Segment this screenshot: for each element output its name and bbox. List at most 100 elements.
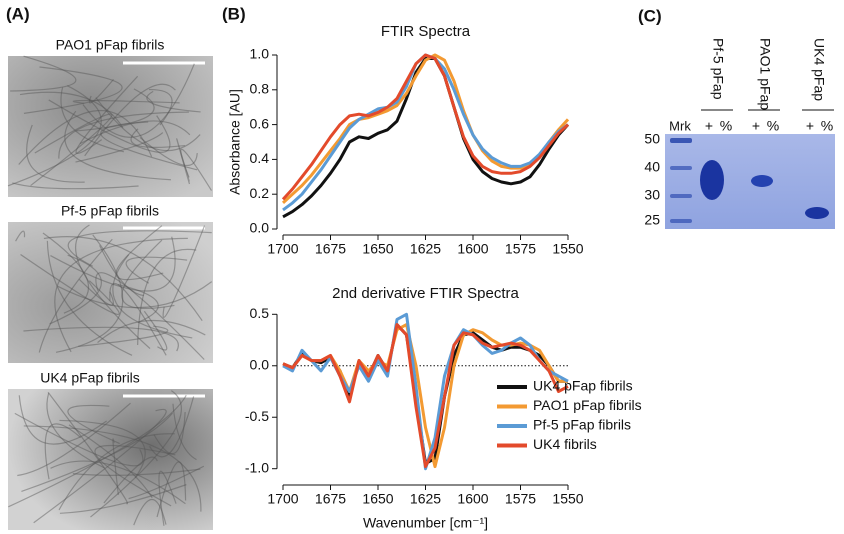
fibril bbox=[50, 236, 176, 292]
fibril bbox=[47, 391, 128, 505]
fibril bbox=[59, 484, 187, 514]
x-tick-label: 1575 bbox=[505, 491, 536, 507]
fibril bbox=[54, 237, 188, 353]
x-tick-label: 1550 bbox=[552, 241, 583, 257]
fibril bbox=[95, 272, 205, 360]
fibril bbox=[50, 460, 186, 505]
fibril bbox=[99, 245, 144, 297]
fibril bbox=[139, 136, 198, 167]
fibrils bbox=[7, 55, 213, 526]
x-tick-label: 1625 bbox=[410, 241, 441, 257]
fibril bbox=[176, 138, 191, 185]
fibril bbox=[97, 319, 206, 344]
fibril bbox=[43, 236, 203, 322]
fibril bbox=[18, 395, 107, 445]
ladder-label: 40 bbox=[644, 159, 660, 175]
series-line bbox=[281, 53, 570, 205]
x-tick-label: 1600 bbox=[457, 491, 488, 507]
fibril bbox=[30, 113, 113, 187]
fibril bbox=[67, 230, 212, 267]
fibril bbox=[146, 90, 201, 113]
fibril bbox=[60, 87, 125, 153]
image-caption: PAO1 pFap fibrils bbox=[56, 37, 165, 53]
y-tick-label: 0.5 bbox=[250, 305, 270, 321]
fibril bbox=[94, 444, 176, 507]
y-tick-label: 0.6 bbox=[250, 115, 270, 131]
legend-label: UK4 fibrils bbox=[533, 436, 597, 452]
legend-label: PAO1 pFap fibrils bbox=[533, 397, 642, 413]
series-line bbox=[281, 53, 570, 201]
fibril bbox=[68, 424, 153, 499]
fibril bbox=[133, 498, 167, 526]
x-tick-label: 1675 bbox=[315, 241, 346, 257]
fibril bbox=[128, 465, 205, 500]
charts: FTIR Spectra 0.0 0.2 0.4 0.6 0.8 1.0 1700 1675 16… bbox=[227, 23, 642, 531]
fibril bbox=[10, 55, 77, 92]
fibril bbox=[112, 438, 119, 495]
fibril bbox=[20, 253, 120, 315]
fibril bbox=[117, 283, 159, 323]
fibril bbox=[158, 470, 177, 526]
fibril bbox=[18, 109, 153, 165]
fibril bbox=[172, 403, 197, 461]
fibril bbox=[143, 310, 168, 351]
fibril bbox=[15, 230, 26, 242]
fibril bbox=[125, 256, 188, 284]
fibril bbox=[90, 390, 182, 518]
y-axis-label: Absorbance [AU] bbox=[227, 89, 243, 195]
fibril bbox=[42, 232, 90, 314]
x-tick-label: 1600 bbox=[457, 241, 488, 257]
fibril bbox=[78, 325, 169, 348]
image-caption: UK4 pFap fibrils bbox=[40, 370, 140, 386]
ladder-label: 30 bbox=[644, 187, 660, 203]
y-tick-label: -1.0 bbox=[245, 459, 269, 475]
y-tick-label: 0.0 bbox=[250, 220, 270, 236]
fibril bbox=[14, 412, 144, 467]
chart-title: FTIR Spectra bbox=[381, 23, 471, 40]
y-tick-label: 0.2 bbox=[250, 185, 270, 201]
x-tick-label: 1650 bbox=[362, 241, 393, 257]
fibril bbox=[79, 120, 191, 145]
fibril bbox=[78, 278, 114, 306]
fibril bbox=[115, 225, 164, 281]
fibril bbox=[64, 110, 171, 181]
fibril bbox=[58, 433, 175, 511]
series-line bbox=[282, 53, 569, 212]
micrograph bbox=[8, 389, 213, 530]
fibril bbox=[121, 239, 175, 309]
fibril bbox=[58, 111, 189, 159]
gel-labels: Pf-5 pFap + % PAO1 pFap + % UK4 pFap + % 50 40 30 25 bbox=[644, 38, 834, 228]
fibril bbox=[95, 97, 201, 152]
panel-label: (A) bbox=[6, 4, 30, 23]
x-tick-label: 1700 bbox=[267, 491, 298, 507]
lane-label: UK4 pFap bbox=[811, 38, 827, 101]
x-tick-label: 1575 bbox=[505, 241, 536, 257]
fibril bbox=[88, 78, 115, 104]
lane-mark: % bbox=[720, 118, 732, 134]
fibril bbox=[75, 75, 139, 154]
gel-bands bbox=[670, 138, 829, 223]
fibril bbox=[8, 394, 187, 508]
fibril bbox=[23, 326, 179, 352]
y-tick-label: 0.0 bbox=[250, 356, 270, 372]
ladder-label: 25 bbox=[644, 212, 660, 228]
fibril bbox=[75, 224, 151, 350]
fibril bbox=[180, 148, 213, 191]
fibril bbox=[33, 408, 167, 524]
fibril bbox=[82, 63, 195, 138]
fibril bbox=[59, 419, 146, 479]
fibril bbox=[57, 281, 213, 309]
fibril bbox=[148, 88, 173, 126]
fibril bbox=[130, 128, 185, 148]
fibril bbox=[137, 248, 197, 345]
fibril bbox=[84, 83, 176, 157]
micrograph bbox=[8, 222, 213, 363]
fibril bbox=[19, 91, 124, 129]
fibril bbox=[23, 425, 202, 512]
fibril bbox=[72, 468, 201, 476]
y-tick-label: 0.8 bbox=[250, 81, 270, 97]
fibril bbox=[67, 404, 120, 445]
lane-mark: + bbox=[752, 118, 760, 134]
x-tick-label: 1625 bbox=[410, 491, 441, 507]
lane-mark: % bbox=[821, 118, 833, 134]
